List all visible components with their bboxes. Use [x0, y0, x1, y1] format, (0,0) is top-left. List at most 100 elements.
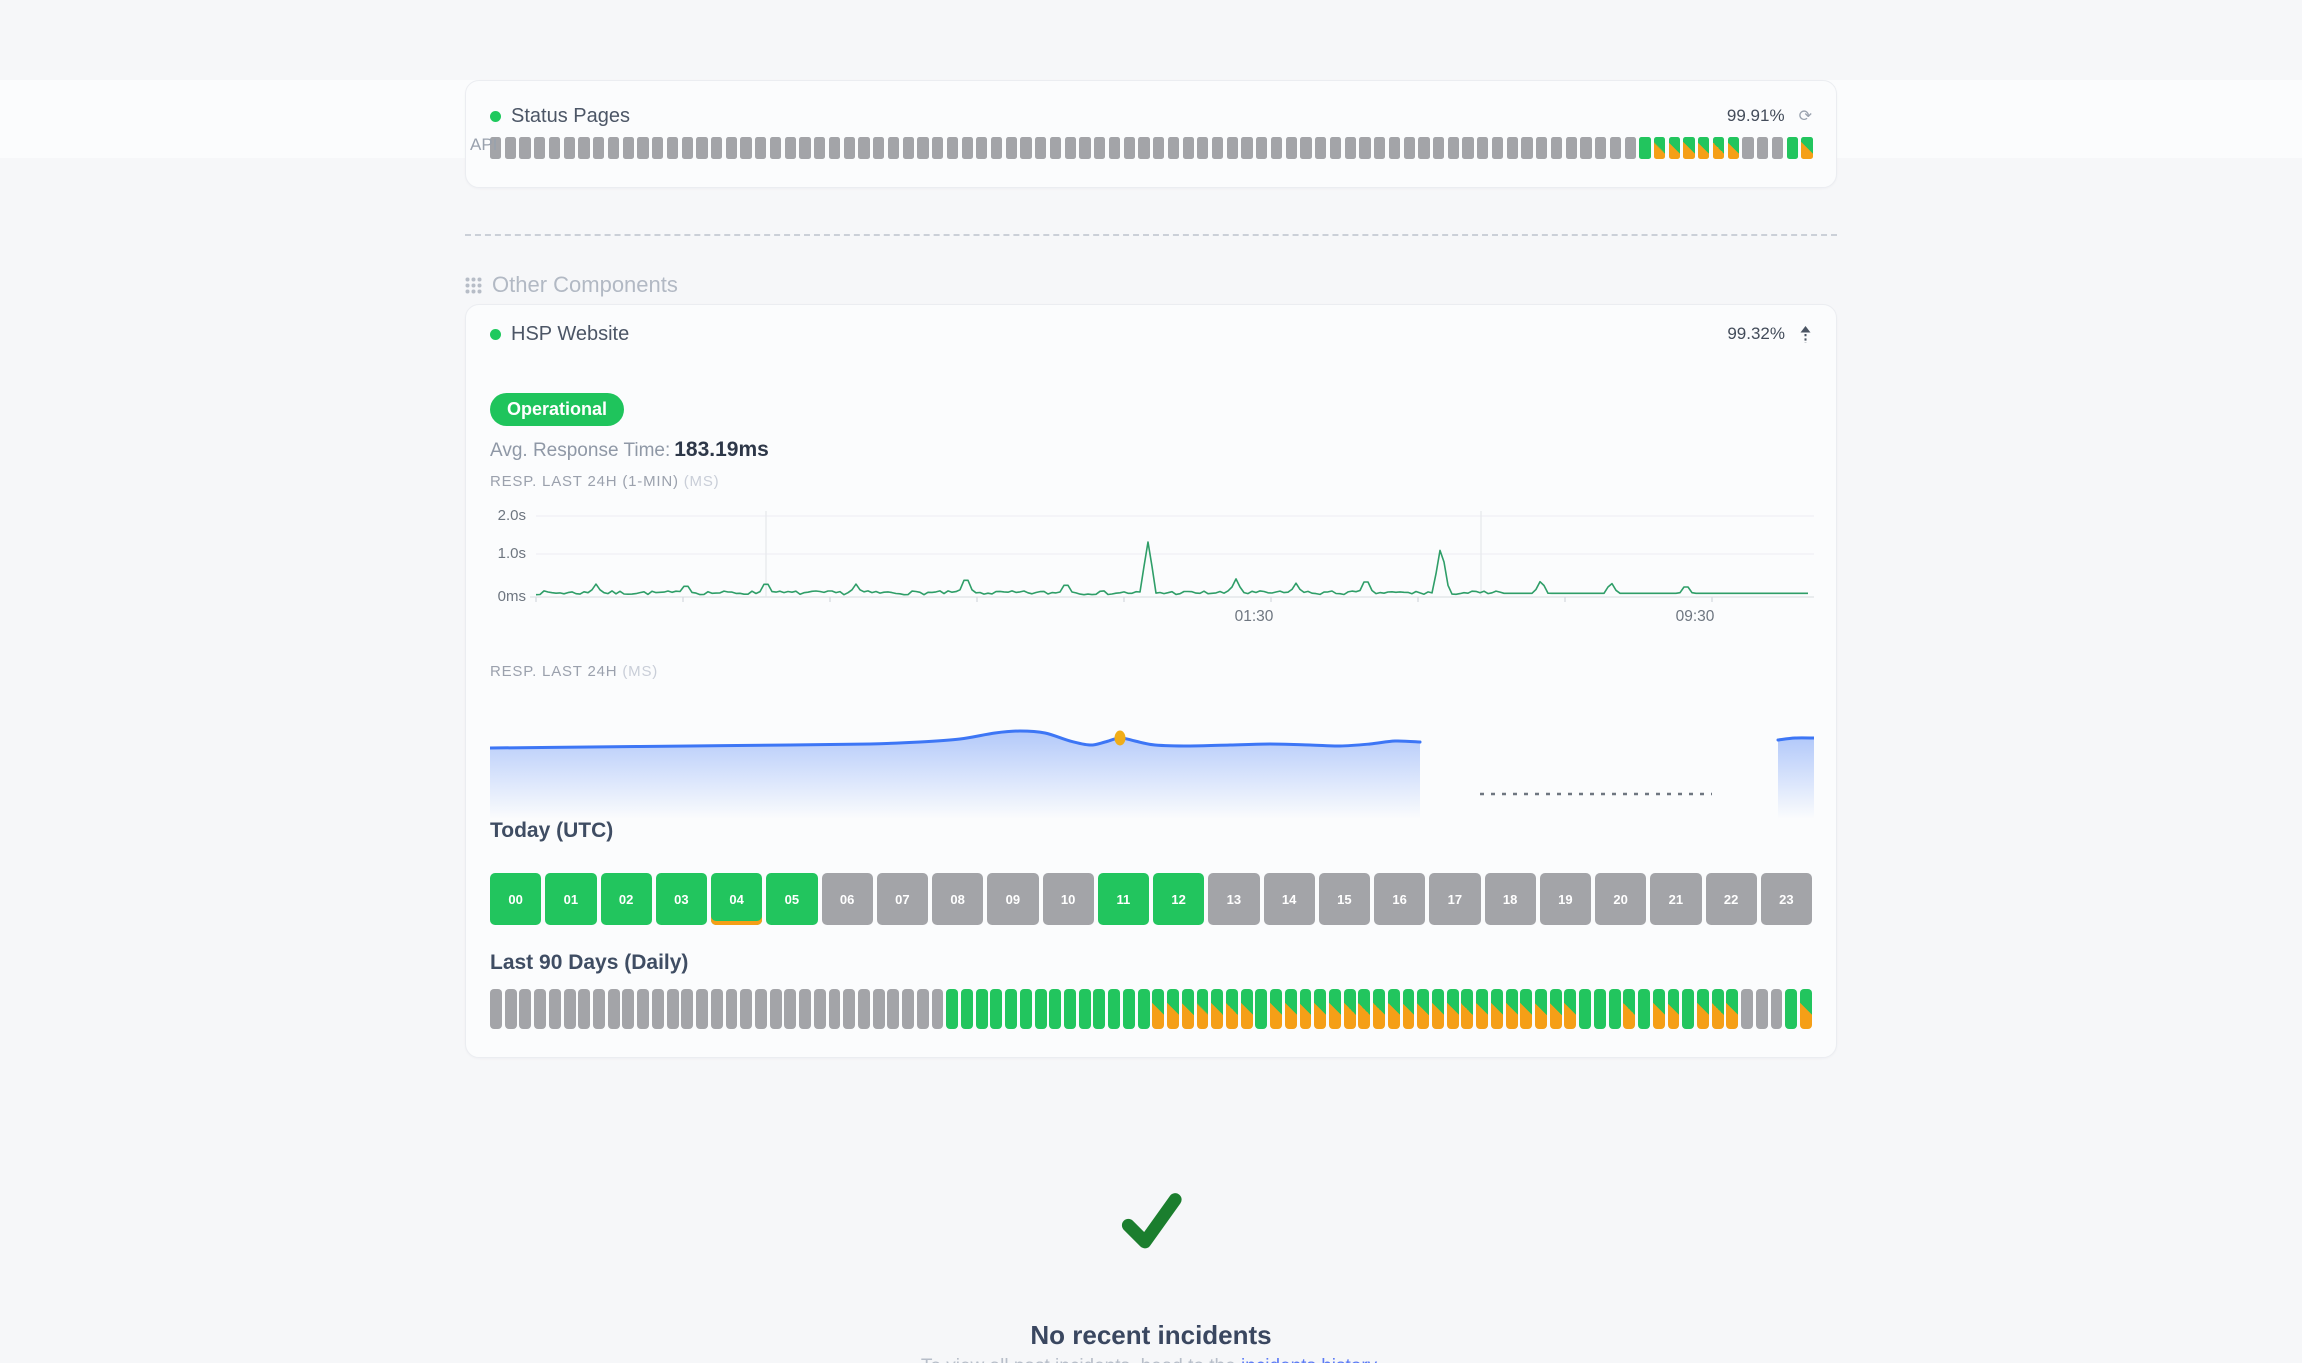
daily-uptime-bar[interactable] — [1358, 989, 1371, 1029]
daily-uptime-bar[interactable] — [1314, 989, 1327, 1029]
uptime-day-bar[interactable] — [1462, 137, 1474, 159]
uptime-day-bar[interactable] — [519, 137, 531, 159]
daily-uptime-bar[interactable] — [1402, 989, 1415, 1029]
daily-uptime-bar[interactable] — [1652, 989, 1665, 1029]
hour-block-04[interactable]: 04 — [711, 873, 763, 925]
uptime-day-bar[interactable] — [1654, 137, 1666, 159]
uptime-day-bar[interactable] — [858, 137, 870, 159]
uptime-day-bar[interactable] — [1094, 137, 1106, 159]
uptime-day-bar[interactable] — [1329, 137, 1342, 159]
uptime-day-bar[interactable] — [946, 137, 958, 159]
hour-block-16[interactable]: 16 — [1374, 873, 1426, 925]
daily-uptime-bar[interactable] — [1211, 989, 1224, 1029]
daily-uptime-bar[interactable] — [931, 989, 944, 1029]
daily-uptime-bar[interactable] — [1638, 989, 1650, 1029]
daily-uptime-bar[interactable] — [1682, 989, 1695, 1029]
daily-uptime-bar[interactable] — [1696, 989, 1709, 1029]
daily-uptime-bar[interactable] — [902, 989, 915, 1029]
uptime-day-bar[interactable] — [607, 137, 620, 159]
uptime-day-bar[interactable] — [740, 137, 752, 159]
uptime-day-bar[interactable] — [1374, 137, 1386, 159]
daily-uptime-bar[interactable] — [1417, 989, 1430, 1029]
uptime-day-bar[interactable] — [622, 137, 634, 159]
uptime-day-bar[interactable] — [1550, 137, 1563, 159]
daily-uptime-bar[interactable] — [799, 989, 812, 1029]
daily-uptime-bar[interactable] — [916, 989, 929, 1029]
daily-uptime-bar[interactable] — [1667, 989, 1680, 1029]
uptime-day-bar[interactable] — [548, 137, 561, 159]
daily-uptime-bar[interactable] — [872, 989, 885, 1029]
uptime-day-bar[interactable] — [1624, 137, 1636, 159]
hour-block-20[interactable]: 20 — [1595, 873, 1647, 925]
uptime-day-bar[interactable] — [1668, 137, 1680, 159]
hour-block-05[interactable]: 05 — [766, 873, 818, 925]
daily-uptime-bar[interactable] — [1034, 989, 1047, 1029]
uptime-day-bar[interactable] — [1698, 137, 1710, 159]
uptime-day-bar[interactable] — [1403, 137, 1415, 159]
hour-block-06[interactable]: 06 — [821, 873, 873, 925]
daily-uptime-bar[interactable] — [651, 989, 664, 1029]
daily-uptime-bar[interactable] — [784, 989, 797, 1029]
daily-uptime-bar[interactable] — [1520, 989, 1533, 1029]
daily-uptime-bar[interactable] — [1461, 989, 1474, 1029]
uptime-day-bar[interactable] — [1801, 137, 1813, 159]
uptime-day-bar[interactable] — [637, 137, 649, 159]
uptime-day-bar[interactable] — [1123, 137, 1135, 159]
uptime-day-bar[interactable] — [843, 137, 855, 159]
daily-uptime-bar[interactable] — [548, 989, 561, 1029]
uptime-day-bar[interactable] — [1049, 137, 1062, 159]
uptime-day-bar[interactable] — [1683, 137, 1695, 159]
daily-uptime-bar[interactable] — [1476, 989, 1489, 1029]
uptime-day-bar[interactable] — [1388, 137, 1401, 159]
hour-block-19[interactable]: 19 — [1539, 873, 1591, 925]
daily-uptime-bar[interactable] — [1490, 989, 1503, 1029]
uptime-day-bar[interactable] — [1256, 137, 1268, 159]
hour-block-12[interactable]: 12 — [1153, 873, 1205, 925]
daily-uptime-bar[interactable] — [1181, 989, 1194, 1029]
uptime-day-bar[interactable] — [799, 137, 811, 159]
uptime-day-bar[interactable] — [1241, 137, 1253, 159]
daily-uptime-bar[interactable] — [843, 989, 856, 1029]
uptime-day-bar[interactable] — [1477, 137, 1489, 159]
daily-uptime-bar[interactable] — [1225, 989, 1238, 1029]
uptime-day-bar[interactable] — [1064, 137, 1076, 159]
daily-uptime-bar[interactable] — [1741, 989, 1754, 1029]
uptime-day-bar[interactable] — [711, 137, 723, 159]
uptime-day-bar[interactable] — [1771, 137, 1784, 159]
daily-uptime-bar[interactable] — [1108, 989, 1121, 1029]
hour-block-14[interactable]: 14 — [1263, 873, 1315, 925]
uptime-day-bar[interactable] — [1197, 137, 1209, 159]
uptime-day-bar[interactable] — [1079, 137, 1091, 159]
daily-uptime-bar[interactable] — [490, 989, 502, 1029]
uptime-day-bar[interactable] — [1182, 137, 1194, 159]
daily-uptime-bar[interactable] — [1064, 989, 1076, 1029]
hour-block-00[interactable]: 00 — [490, 873, 542, 925]
daily-uptime-bar[interactable] — [1608, 989, 1621, 1029]
uptime-day-bar[interactable] — [828, 137, 841, 159]
uptime-day-bar[interactable] — [873, 137, 885, 159]
daily-uptime-bar[interactable] — [593, 989, 605, 1029]
daily-uptime-bar[interactable] — [813, 989, 826, 1029]
uptime-day-bar[interactable] — [696, 137, 708, 159]
daily-uptime-bar[interactable] — [519, 989, 532, 1029]
daily-uptime-bar[interactable] — [1196, 989, 1209, 1029]
daily-uptime-bar[interactable] — [1505, 989, 1518, 1029]
daily-uptime-bar[interactable] — [1049, 989, 1062, 1029]
uptime-day-bar[interactable] — [578, 137, 590, 159]
hour-block-18[interactable]: 18 — [1484, 873, 1536, 925]
daily-uptime-bar[interactable] — [946, 989, 959, 1029]
hour-block-08[interactable]: 08 — [932, 873, 984, 925]
daily-uptime-bar[interactable] — [769, 989, 782, 1029]
daily-uptime-bar[interactable] — [607, 989, 620, 1029]
hour-block-11[interactable]: 11 — [1097, 873, 1149, 925]
uptime-day-bar[interactable] — [490, 137, 502, 159]
uptime-day-bar[interactable] — [1757, 137, 1769, 159]
daily-uptime-bar[interactable] — [1240, 989, 1253, 1029]
daily-uptime-bar[interactable] — [1373, 989, 1386, 1029]
uptime-day-bar[interactable] — [504, 137, 516, 159]
uptime-day-bar[interactable] — [1285, 137, 1297, 159]
daily-uptime-bar[interactable] — [666, 989, 679, 1029]
uptime-day-bar[interactable] — [1521, 137, 1533, 159]
uptime-day-bar[interactable] — [563, 137, 575, 159]
uptime-day-bar[interactable] — [1447, 137, 1459, 159]
